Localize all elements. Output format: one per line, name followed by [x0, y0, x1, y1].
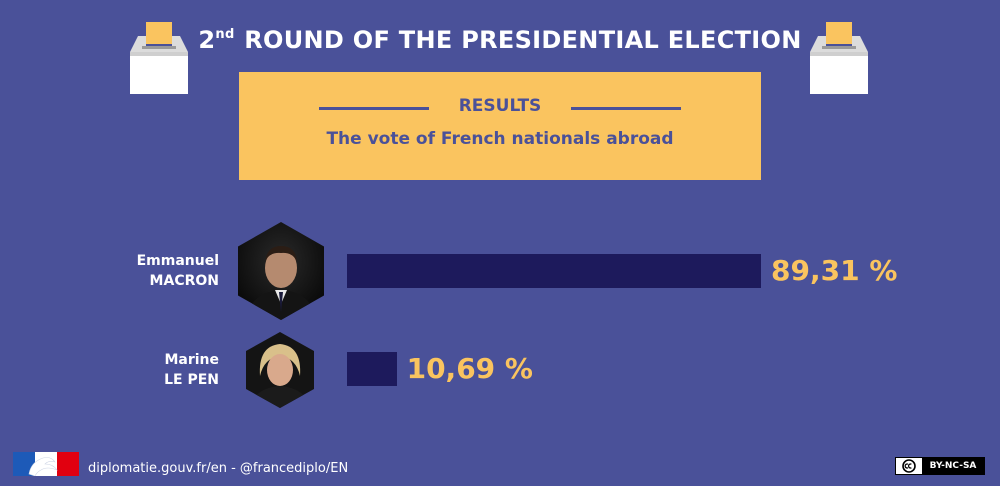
bar-macron	[347, 254, 761, 288]
candidate-first-name: Emmanuel	[136, 253, 219, 269]
banner-subtitle: The vote of French nationals abroad	[326, 129, 674, 149]
candidate-first-name: Marine	[164, 352, 219, 368]
creative-commons-icon	[896, 458, 922, 474]
candidate-name: Emmanuel MACRON	[99, 251, 219, 291]
value-label-le-pen: 10,69 %	[406, 352, 533, 385]
page-title: 2nd ROUND OF THE PRESIDENTIAL ELECTION	[0, 26, 1000, 54]
creative-commons-badge: BY-NC-SA	[895, 457, 985, 475]
french-republic-flag-icon	[13, 452, 79, 476]
title-ordinal-suffix: nd	[215, 27, 235, 42]
title-ordinal: 2nd	[198, 26, 235, 54]
title-ordinal-number: 2	[198, 26, 216, 54]
license-label: BY-NC-SA	[922, 458, 984, 474]
results-banner: RESULTS The vote of French nationals abr…	[239, 72, 761, 180]
candidate-last-name: MACRON	[149, 273, 219, 289]
footer-credit: diplomatie.gouv.fr/en - @francediplo/EN	[88, 461, 349, 476]
value-label-macron: 89,31 %	[771, 254, 898, 287]
candidate-photo	[246, 332, 314, 408]
ballot-box-icon	[810, 22, 868, 94]
banner-label: RESULTS	[458, 96, 542, 116]
candidate-name: Marine LE PEN	[99, 350, 219, 390]
bar-le-pen	[347, 352, 397, 386]
ballot-box-icon	[130, 22, 188, 94]
banner-rule-left	[319, 107, 429, 110]
banner-rule-right	[571, 107, 681, 110]
candidate-last-name: LE PEN	[164, 372, 219, 388]
candidate-photo	[238, 222, 324, 320]
title-text: ROUND OF THE PRESIDENTIAL ELECTION	[235, 26, 802, 54]
